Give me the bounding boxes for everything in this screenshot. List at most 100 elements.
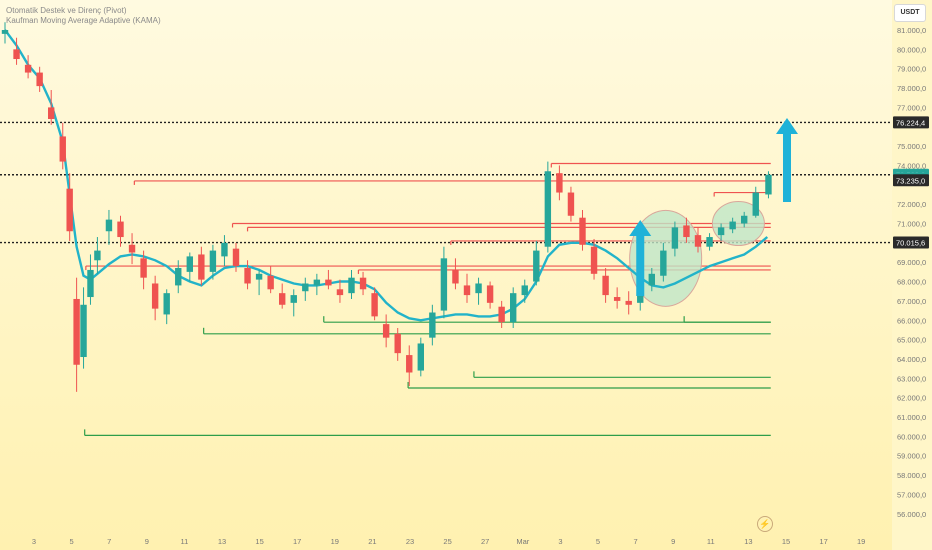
candle <box>175 268 182 286</box>
candle <box>267 275 274 290</box>
candle <box>105 219 113 232</box>
candle <box>66 188 73 232</box>
candle <box>73 298 80 365</box>
candle <box>752 192 759 216</box>
up-arrow-icon <box>776 118 798 202</box>
price-badge-label: 70.015,6 <box>896 239 925 248</box>
candle <box>325 279 332 286</box>
candle <box>648 273 655 286</box>
candle <box>209 250 217 272</box>
y-axis-tick-label: 77.000,0 <box>897 103 926 112</box>
candle <box>579 217 586 245</box>
candle <box>729 221 736 230</box>
candle <box>198 254 205 280</box>
candle <box>521 285 528 296</box>
price-badge-label: 73.235,0 <box>896 176 925 185</box>
candle <box>382 324 390 338</box>
y-axis-tick-label: 74.000,0 <box>897 161 926 170</box>
candle <box>417 343 424 371</box>
currency-button[interactable]: USDT <box>894 4 926 22</box>
candle <box>533 250 540 282</box>
candle <box>717 227 725 236</box>
candle <box>671 227 679 249</box>
x-axis-tick-label: 13 <box>218 537 226 546</box>
candle <box>590 246 598 274</box>
price-badge <box>893 174 929 187</box>
x-axis-tick-label: 19 <box>331 537 339 546</box>
price-badge <box>893 236 929 249</box>
candle <box>151 283 159 309</box>
arrow-head <box>629 220 652 236</box>
candle <box>336 289 344 296</box>
candle <box>186 256 193 272</box>
candle <box>694 235 702 247</box>
y-axis-tick-label: 62.000,0 <box>897 394 926 403</box>
y-axis-tick-label: 81.000,0 <box>897 26 926 35</box>
lightning-icon[interactable]: ⚡ <box>757 516 773 532</box>
y-axis-tick-label: 71.000,0 <box>897 220 926 229</box>
x-axis-tick-label: 17 <box>293 537 301 546</box>
candle <box>741 215 748 224</box>
candle <box>94 250 101 261</box>
candle <box>452 269 459 284</box>
x-axis-tick-label: 21 <box>368 537 376 546</box>
candle <box>660 250 667 276</box>
candle <box>359 277 367 290</box>
candle <box>406 355 413 373</box>
x-axis-tick-label: 3 <box>32 537 36 546</box>
candle <box>544 171 552 247</box>
y-axis-tick-label: 58.000,0 <box>897 471 926 480</box>
y-axis-tick-label: 80.000,0 <box>897 45 926 54</box>
y-axis-tick-label: 75.000,0 <box>897 142 926 151</box>
candle <box>13 49 20 60</box>
candle <box>463 285 471 296</box>
x-axis-tick-label: 11 <box>707 537 715 546</box>
legend-pivot-indicator: Otomatik Destek ve Direnç (Pivot) <box>6 6 127 15</box>
y-axis-tick-label: 60.000,0 <box>897 432 926 441</box>
candle <box>302 283 309 292</box>
x-axis-tick-label: 15 <box>782 537 790 546</box>
x-axis-tick-label: 9 <box>145 537 149 546</box>
candle <box>313 279 321 286</box>
candle <box>87 269 94 298</box>
arrow-shaft <box>783 132 791 202</box>
price-badge <box>893 116 929 129</box>
y-axis-tick-label: 79.000,0 <box>897 65 926 74</box>
highlight-circle <box>711 201 765 246</box>
y-axis-tick-label: 64.000,0 <box>897 355 926 364</box>
candle <box>440 258 448 311</box>
indicator-legend: Otomatik Destek ve Direnç (Pivot) Kaufma… <box>6 6 161 26</box>
x-axis-tick-label: 11 <box>181 537 189 546</box>
x-axis-tick-label: 7 <box>634 537 638 546</box>
y-axis-tick-label: 66.000,0 <box>897 316 926 325</box>
x-axis-tick-label: 27 <box>481 537 489 546</box>
y-axis-tick-label: 56.000,0 <box>897 510 926 519</box>
candle <box>117 221 124 238</box>
candle <box>24 64 32 73</box>
x-axis-tick-label: 17 <box>819 537 827 546</box>
arrow-shaft <box>636 234 645 296</box>
candle <box>567 192 575 216</box>
x-axis-tick-label: 23 <box>406 537 414 546</box>
x-axis-tick-label: 7 <box>107 537 111 546</box>
candle <box>625 300 632 305</box>
candle <box>394 333 401 354</box>
candle <box>36 72 43 87</box>
candle <box>706 237 713 247</box>
y-axis-tick-label: 57.000,0 <box>897 490 926 499</box>
candle <box>232 248 240 267</box>
candle <box>613 297 621 301</box>
x-axis-tick-label: 9 <box>671 537 675 546</box>
y-axis-tick-label: 72.000,0 <box>897 200 926 209</box>
candle <box>429 312 436 338</box>
y-axis-tick-label: 67.000,0 <box>897 297 926 306</box>
arrow-head <box>776 118 798 134</box>
up-arrow-icon <box>629 220 652 296</box>
candle <box>486 285 494 303</box>
y-axis-tick-label: 65.000,0 <box>897 336 926 345</box>
x-axis-tick-label: 19 <box>857 537 865 546</box>
y-axis-tick-label: 61.000,0 <box>897 413 926 422</box>
x-axis-tick-label: 13 <box>744 537 752 546</box>
